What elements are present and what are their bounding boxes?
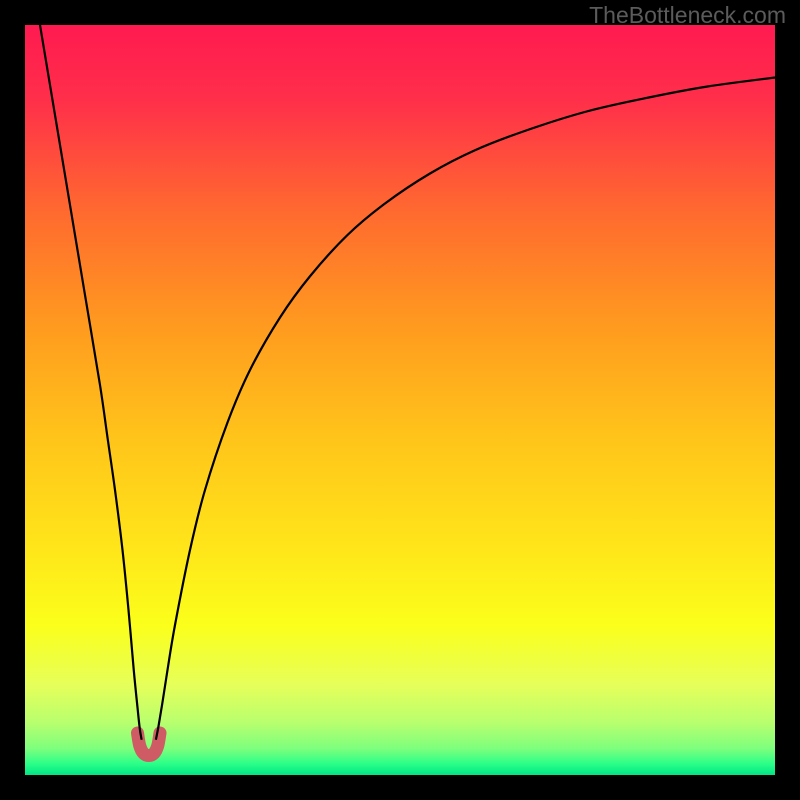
chart-frame: TheBottleneck.com (0, 0, 800, 800)
watermark-text: TheBottleneck.com (589, 2, 786, 29)
plot-area (25, 25, 775, 775)
plot-svg (25, 25, 775, 775)
gradient-background (25, 25, 775, 775)
